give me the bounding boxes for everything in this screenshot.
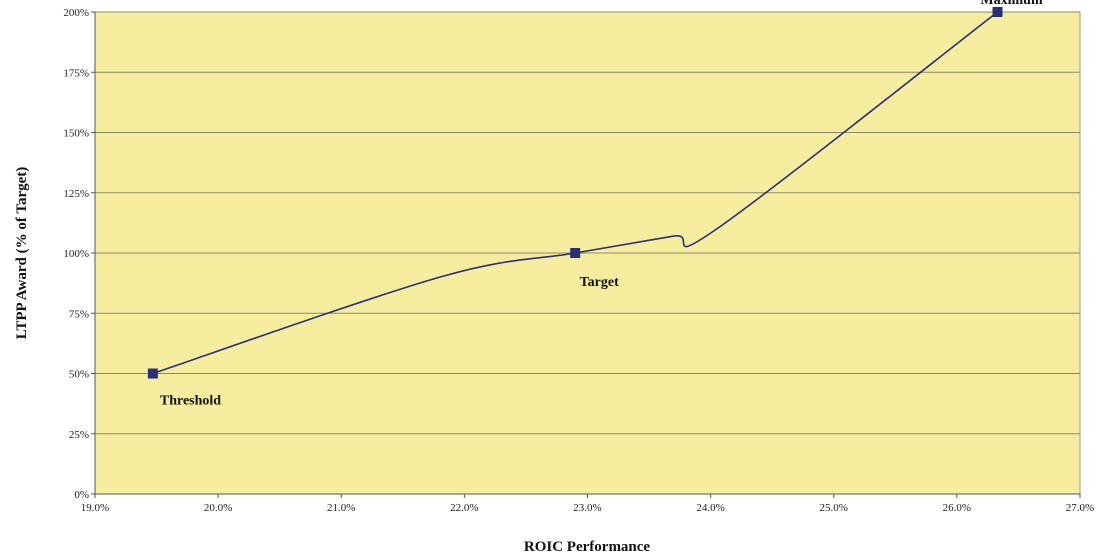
series-line	[152, 11, 998, 375]
y-tick-label: 50%	[69, 369, 89, 381]
x-tick-label: 25.0%	[820, 502, 848, 514]
data-point-target	[570, 248, 581, 258]
x-tick-label: 21.0%	[327, 502, 355, 514]
y-tick-label: 150%	[63, 128, 89, 140]
x-tick-label: 24.0%	[696, 502, 724, 514]
x-tick-label: 19.0%	[81, 502, 109, 514]
y-tick-label: 0%	[74, 489, 89, 501]
x-tick-label: 20.0%	[204, 502, 232, 514]
data-point-maximum	[992, 7, 1003, 17]
y-tick-label: 200%	[63, 7, 89, 19]
x-tick-label: 23.0%	[573, 502, 601, 514]
data-label-target: Target	[580, 275, 619, 290]
y-tick-label: 175%	[63, 67, 89, 79]
y-tick-label: 125%	[63, 188, 89, 200]
x-tick-label: 22.0%	[450, 502, 478, 514]
x-axis-title: ROIC Performance	[524, 539, 651, 555]
data-label-maximum: Maximum	[980, 0, 1043, 8]
y-axis-title: LTPP Award (% of Target)	[14, 167, 30, 340]
x-tick-label: 27.0%	[1066, 502, 1094, 514]
x-axis-ticks: 19.0% 20.0% 21.0% 22.0% 23.0% 24.0% 25.0% 26.0%…	[81, 494, 1094, 514]
y-tick-label: 100%	[63, 248, 89, 260]
y-tick-label: 75%	[69, 308, 89, 320]
y-axis-ticks: 0% 25% 50% 75% 100% 125% 150% 175% 200%	[63, 7, 95, 501]
data-label-threshold: Threshold	[160, 394, 221, 409]
series-group: Threshold Target Maximum	[147, 0, 1043, 409]
data-point-threshold	[147, 368, 158, 379]
y-tick-label: 25%	[69, 429, 89, 441]
gridlines	[95, 11, 1080, 435]
x-tick-label: 26.0%	[943, 502, 971, 514]
